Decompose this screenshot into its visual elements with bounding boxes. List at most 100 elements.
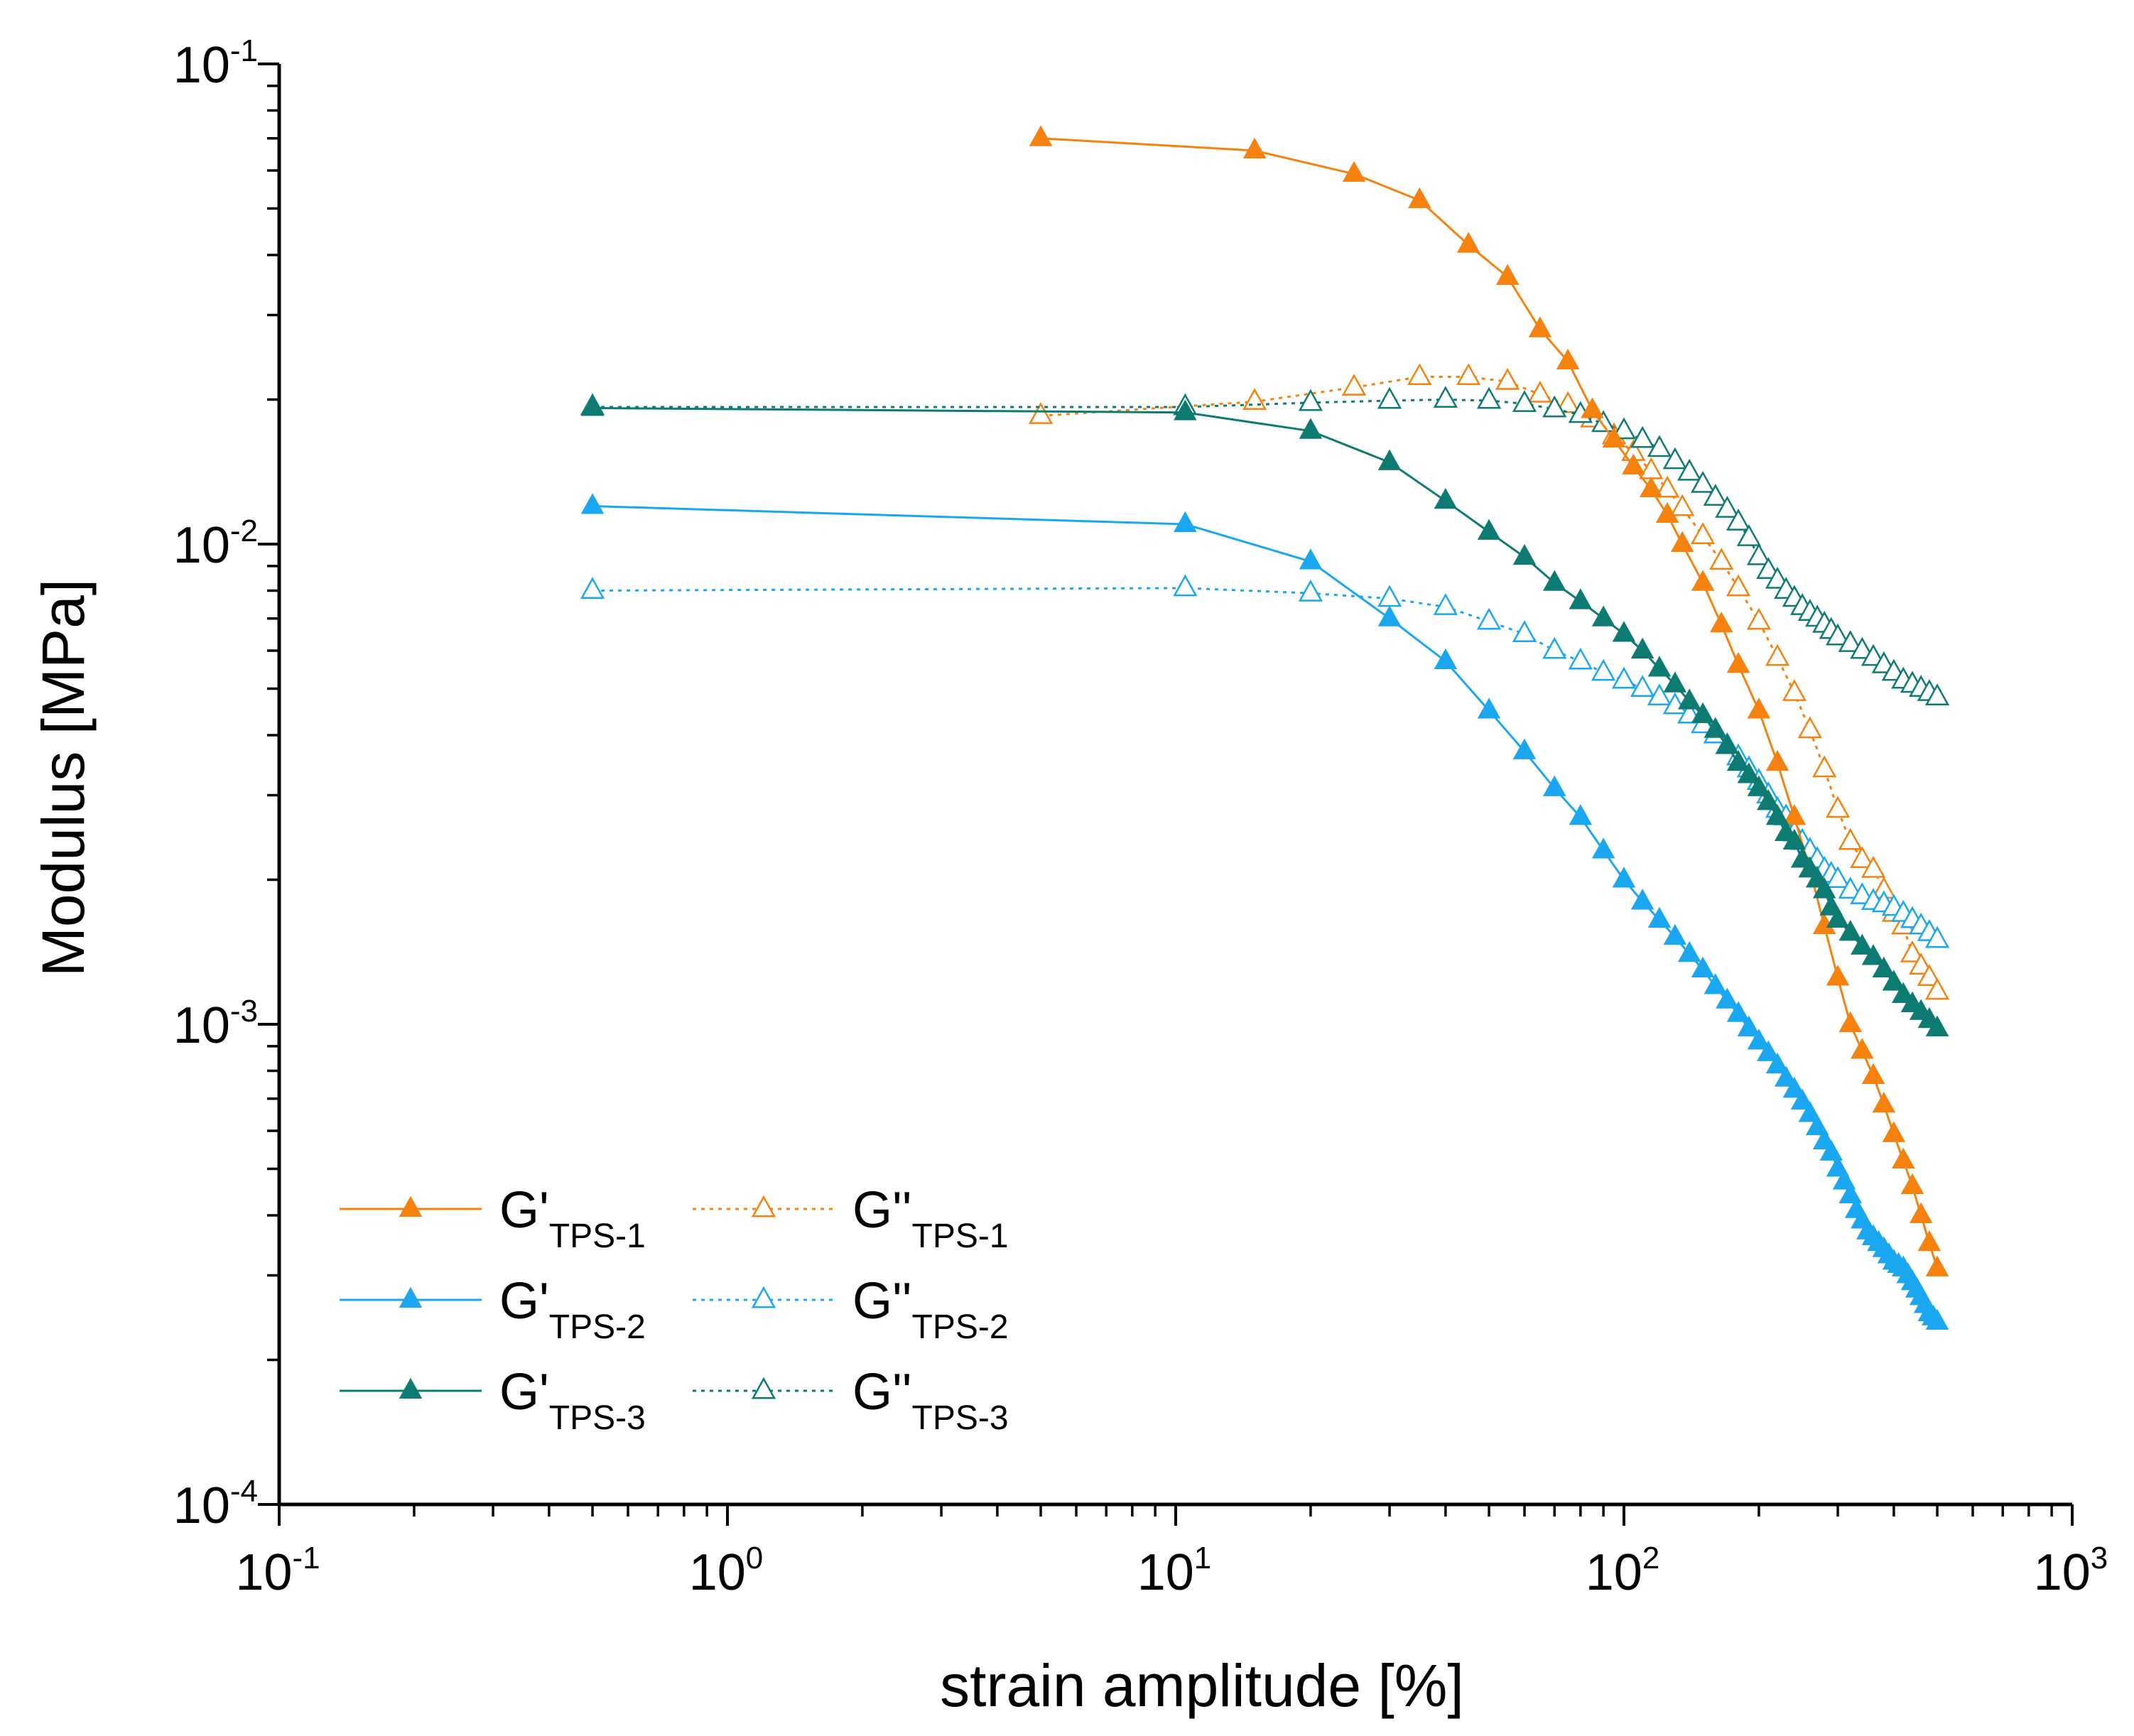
- data-point: [1377, 449, 1402, 470]
- legend-entry: G''TPS-1: [693, 1182, 1009, 1255]
- data-point: [1925, 1308, 1949, 1330]
- data-point: [1709, 611, 1733, 633]
- data-point: [1670, 494, 1695, 516]
- data-point: [1838, 1182, 1863, 1204]
- legend-label: G''TPS-2: [852, 1273, 1009, 1346]
- data-point: [1765, 644, 1790, 666]
- data-point: [1377, 585, 1402, 607]
- data-point: [1591, 605, 1615, 626]
- data-point: [1342, 161, 1366, 182]
- data-point: [1630, 675, 1655, 698]
- data-point: [1826, 906, 1850, 928]
- x-tick-label-exponent: 2: [1642, 1541, 1659, 1575]
- series-line: [1041, 376, 1939, 992]
- legend-swatch-marker: [751, 1377, 776, 1399]
- data-point: [580, 577, 605, 600]
- data-point: [1736, 524, 1762, 546]
- data-point: [1709, 548, 1734, 570]
- data-point: [1882, 1121, 1906, 1142]
- data-point: [1838, 828, 1863, 850]
- data-point: [1691, 956, 1715, 977]
- data-point: [1581, 397, 1604, 418]
- data-point: [1850, 846, 1875, 869]
- legend-label: G''TPS-3: [852, 1364, 1009, 1437]
- data-point: [1542, 570, 1566, 591]
- y-tick-label: 10-3: [173, 994, 258, 1054]
- data-point: [1765, 804, 1789, 825]
- data-point: [1677, 458, 1702, 481]
- data-point: [1569, 588, 1593, 609]
- data-point: [1790, 1088, 1814, 1110]
- data-point: [1630, 889, 1654, 910]
- data-point: [1407, 363, 1432, 386]
- data-point: [1298, 579, 1323, 602]
- data-point: [1647, 656, 1672, 677]
- y-tick-label-base: 10: [173, 37, 230, 94]
- series-gpptps-1: [1028, 363, 1950, 1000]
- x-tick-label-exponent: 0: [746, 1541, 763, 1575]
- data-point: [1612, 867, 1636, 888]
- legend-entry: G''TPS-3: [693, 1364, 1009, 1437]
- data-point: [1924, 926, 1950, 948]
- series-gptps-3: [580, 395, 1949, 1036]
- data-point: [580, 395, 605, 416]
- data-point: [1900, 1173, 1924, 1194]
- data-point: [1476, 607, 1502, 630]
- data-point: [1622, 453, 1645, 474]
- data-point: [1655, 475, 1680, 498]
- data-point: [1173, 574, 1198, 597]
- data-point: [1556, 348, 1580, 369]
- data-point: [1805, 1114, 1829, 1136]
- data-point: [1299, 548, 1323, 570]
- data-point: [1495, 264, 1520, 285]
- data-point: [1825, 796, 1851, 818]
- data-point: [1377, 386, 1402, 409]
- data-point: [1477, 698, 1501, 719]
- legend-label-subscript: TPS-3: [549, 1399, 646, 1437]
- data-point: [1716, 987, 1739, 1009]
- data-point: [1891, 1147, 1915, 1168]
- legend-entry: G'TPS-2: [340, 1273, 646, 1346]
- data-point: [1341, 374, 1367, 396]
- y-tick-label-exponent: -4: [230, 1474, 258, 1509]
- data-point: [1838, 1011, 1863, 1033]
- y-tick-label-exponent: -1: [230, 33, 258, 68]
- data-point: [1716, 732, 1739, 754]
- data-point: [1756, 557, 1781, 580]
- data-point: [1456, 363, 1481, 386]
- x-tick-label: 10-1: [235, 1541, 320, 1601]
- legend-swatch-marker: [399, 1195, 423, 1217]
- data-point: [1861, 944, 1885, 965]
- data-point: [1703, 484, 1728, 506]
- y-tick-label-base: 10: [173, 997, 230, 1054]
- data-point: [1542, 395, 1567, 418]
- data-point: [1298, 389, 1323, 411]
- data-point: [1591, 658, 1616, 681]
- data-point: [1747, 698, 1771, 719]
- data-point: [1434, 487, 1458, 509]
- data-point: [1782, 804, 1807, 825]
- data-point: [1630, 637, 1654, 658]
- x-tick-label-exponent: 1: [1194, 1541, 1211, 1575]
- data-point: [1747, 1029, 1771, 1050]
- legend-label-main: G': [499, 1182, 549, 1239]
- data-point: [1647, 683, 1672, 705]
- data-point: [1690, 522, 1716, 544]
- x-tick-label-exponent: 3: [2091, 1541, 2108, 1575]
- data-point: [1527, 380, 1553, 403]
- data-point: [1542, 636, 1567, 659]
- data-point: [1028, 402, 1054, 424]
- x-tick-label: 103: [2034, 1541, 2108, 1601]
- data-point: [1647, 906, 1672, 928]
- data-point: [1174, 511, 1197, 533]
- data-point: [1569, 804, 1593, 825]
- data-point: [1528, 316, 1552, 337]
- legend-label: G'TPS-3: [499, 1364, 646, 1437]
- series-gptps-1: [1029, 125, 1949, 1276]
- data-point: [1662, 447, 1688, 470]
- data-point: [1925, 1015, 1949, 1036]
- data-point: [1851, 933, 1874, 955]
- data-point: [1838, 630, 1863, 652]
